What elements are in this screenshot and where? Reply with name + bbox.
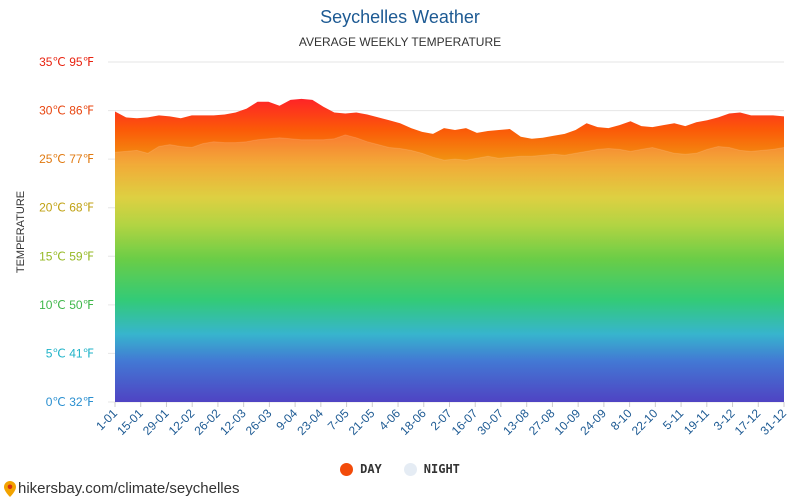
legend-item-day[interactable]: DAY xyxy=(340,462,382,476)
y-tick-label: 0℃ 32℉ xyxy=(46,395,94,409)
y-tick-label: 10℃ 50℉ xyxy=(39,298,94,312)
x-tick-label: 13-08 xyxy=(500,406,532,438)
footer-text: hikersbay.com/climate/seychelles xyxy=(18,480,240,497)
footer-link[interactable]: hikersbay.com/climate/seychelles xyxy=(4,480,239,497)
x-tick-label: 30-07 xyxy=(474,406,506,438)
x-tick-label: 24-09 xyxy=(577,406,609,438)
day-series-area xyxy=(115,98,784,403)
chart-subtitle: AVERAGE WEEKLY TEMPERATURE xyxy=(298,35,502,49)
y-tick-label: 15℃ 59℉ xyxy=(39,249,94,263)
x-tick-label: 16-07 xyxy=(449,406,481,438)
x-tick-label: 12-03 xyxy=(217,406,249,438)
x-tick-label: 23-04 xyxy=(294,406,326,438)
x-tick-label: 27-08 xyxy=(526,406,558,438)
legend-night-label: NIGHT xyxy=(423,462,460,476)
x-tick-label: 31-12 xyxy=(758,406,790,438)
y-tick-label: 30℃ 86℉ xyxy=(39,104,94,118)
temperature-chart: 0℃ 32℉ 5℃ 41℉ 10℃ 50℉ 15℃ 59℉ 20℃ 68℉ 25℃ 77℉… xyxy=(39,55,789,438)
x-tick-label: 17-12 xyxy=(732,406,764,438)
x-tick-label: 19-11 xyxy=(681,406,712,437)
y-axis-ticks: 0℃ 32℉ 5℃ 41℉ 10℃ 50℉ 15℃ 59℉ 20℃ 68℉ 25℃ 77℉… xyxy=(39,55,94,409)
map-pin-icon xyxy=(4,480,16,497)
chart-title: Seychelles Weather xyxy=(320,7,480,27)
x-tick-label: 12-02 xyxy=(166,406,198,438)
night-legend-marker xyxy=(403,462,417,476)
day-legend-marker xyxy=(340,462,354,476)
x-tick-label: 26-02 xyxy=(191,406,223,438)
x-tick-label: 26-03 xyxy=(243,406,275,438)
x-tick-label: 18-06 xyxy=(397,406,429,438)
night-series-overlay xyxy=(115,134,784,402)
x-axis-ticks: 1-0115-0129-0112-0226-0212-0326-039-0423… xyxy=(93,402,789,438)
legend-day-label: DAY xyxy=(360,462,382,476)
legend-item-night[interactable]: NIGHT xyxy=(403,462,460,476)
y-tick-label: 25℃ 77℉ xyxy=(39,152,94,166)
y-tick-label: 35℃ 95℉ xyxy=(39,55,94,69)
x-tick-label: 22-10 xyxy=(629,406,661,438)
x-tick-label: 29-01 xyxy=(140,406,172,438)
y-tick-label: 5℃ 41℉ xyxy=(46,346,94,360)
x-tick-label: 15-01 xyxy=(114,406,146,438)
legend: DAY NIGHT xyxy=(0,462,800,476)
y-tick-label: 20℃ 68℉ xyxy=(39,201,94,215)
x-tick-label: 10-09 xyxy=(552,406,584,438)
night-series-line xyxy=(114,134,785,161)
x-tick-label: 21-05 xyxy=(346,406,378,438)
